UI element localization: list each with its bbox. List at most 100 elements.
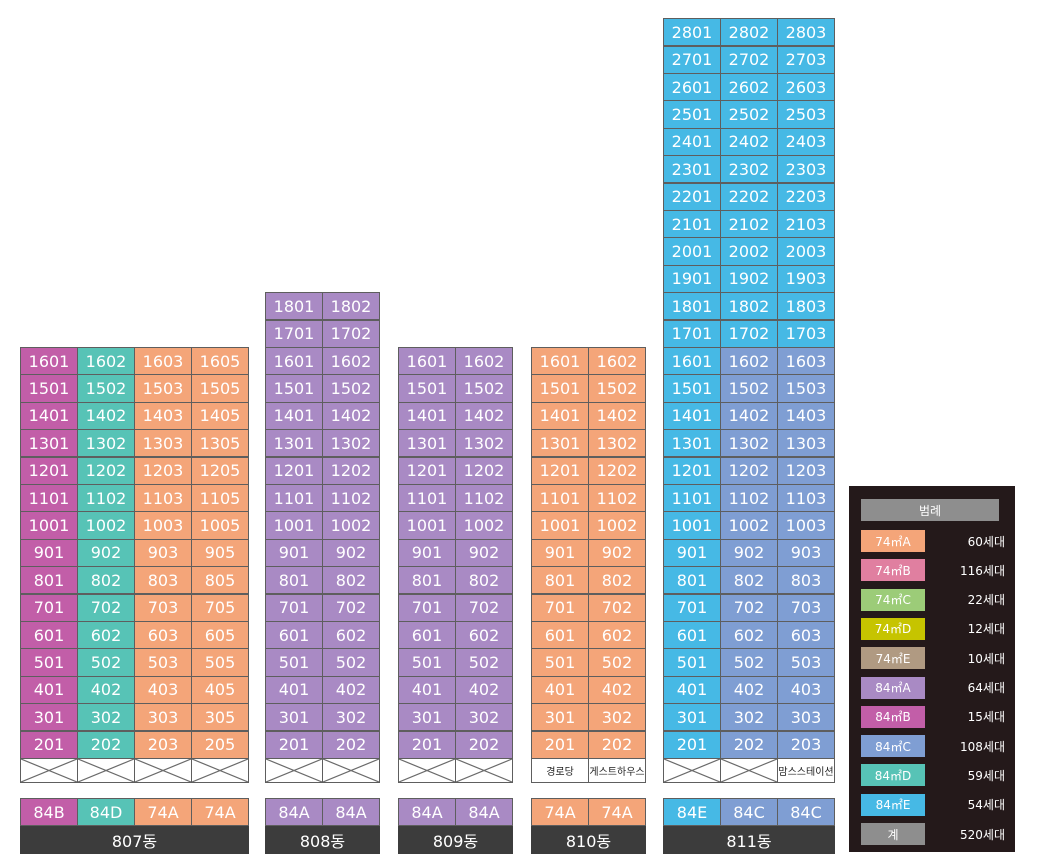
- unit-cell[interactable]: 705: [191, 593, 249, 622]
- unit-cell[interactable]: 602: [720, 620, 778, 650]
- unit-cell[interactable]: 1401: [531, 401, 589, 431]
- unit-cell[interactable]: 2603: [777, 72, 835, 102]
- unit-cell[interactable]: 1101: [663, 483, 721, 513]
- unit-cell[interactable]: 1001: [531, 511, 589, 540]
- unit-cell[interactable]: 1102: [720, 483, 778, 513]
- unit-cell[interactable]: 802: [720, 566, 778, 595]
- unit-cell[interactable]: 802: [77, 566, 135, 595]
- unit-cell[interactable]: 1903: [777, 264, 835, 294]
- unit-cell[interactable]: 302: [455, 703, 513, 732]
- unit-cell[interactable]: 1301: [265, 429, 323, 458]
- unit-cell[interactable]: 701: [531, 593, 589, 622]
- unit-cell[interactable]: 901: [20, 538, 78, 568]
- unit-cell[interactable]: 1502: [455, 374, 513, 403]
- unit-cell[interactable]: 703: [777, 593, 835, 622]
- unit-cell[interactable]: 1002: [588, 511, 646, 540]
- unit-cell[interactable]: 201: [398, 730, 456, 759]
- unit-cell[interactable]: 1201: [531, 456, 589, 485]
- unit-cell[interactable]: 1602: [720, 346, 778, 376]
- unit-cell[interactable]: 703: [134, 593, 192, 622]
- unit-cell[interactable]: 501: [265, 648, 323, 677]
- unit-cell[interactable]: 201: [20, 730, 78, 759]
- unit-cell[interactable]: 1002: [455, 511, 513, 540]
- unit-cell[interactable]: 2502: [720, 100, 778, 129]
- unit-cell[interactable]: 403: [777, 675, 835, 705]
- unit-cell[interactable]: 1103: [777, 483, 835, 513]
- unit-cell[interactable]: 502: [322, 648, 380, 677]
- unit-cell[interactable]: 1803: [777, 292, 835, 321]
- unit-cell[interactable]: 701: [20, 593, 78, 622]
- unit-cell[interactable]: 902: [322, 538, 380, 568]
- unit-cell[interactable]: 502: [455, 648, 513, 677]
- unit-cell[interactable]: 1502: [322, 374, 380, 403]
- unit-cell[interactable]: 1401: [398, 401, 456, 431]
- unit-cell[interactable]: 302: [322, 703, 380, 732]
- unit-cell[interactable]: 1001: [265, 511, 323, 540]
- unit-cell[interactable]: 203: [134, 730, 192, 759]
- unit-cell[interactable]: 902: [455, 538, 513, 568]
- unit-cell[interactable]: 1603: [777, 346, 835, 376]
- unit-cell[interactable]: 302: [720, 703, 778, 732]
- unit-cell[interactable]: 301: [20, 703, 78, 732]
- unit-cell[interactable]: 1102: [322, 483, 380, 513]
- unit-cell[interactable]: 2103: [777, 209, 835, 239]
- unit-cell[interactable]: 201: [531, 730, 589, 759]
- unit-cell[interactable]: 602: [322, 620, 380, 650]
- unit-cell[interactable]: 1103: [134, 483, 192, 513]
- unit-cell[interactable]: 301: [398, 703, 456, 732]
- unit-cell[interactable]: 1105: [191, 483, 249, 513]
- unit-cell[interactable]: 701: [398, 593, 456, 622]
- unit-cell[interactable]: 301: [265, 703, 323, 732]
- unit-cell[interactable]: 805: [191, 566, 249, 595]
- unit-cell[interactable]: 402: [322, 675, 380, 705]
- unit-cell[interactable]: 801: [531, 566, 589, 595]
- unit-cell[interactable]: 1902: [720, 264, 778, 294]
- unit-cell[interactable]: 2101: [663, 209, 721, 239]
- unit-cell[interactable]: 1801: [265, 292, 323, 321]
- unit-cell[interactable]: 205: [191, 730, 249, 759]
- unit-cell[interactable]: 1702: [322, 319, 380, 348]
- unit-cell[interactable]: 1703: [777, 319, 835, 348]
- unit-cell[interactable]: 202: [322, 730, 380, 759]
- unit-cell[interactable]: 1401: [20, 401, 78, 431]
- unit-cell[interactable]: 702: [588, 593, 646, 622]
- unit-cell[interactable]: 2203: [777, 182, 835, 211]
- unit-cell[interactable]: 605: [191, 620, 249, 650]
- unit-cell[interactable]: 401: [663, 675, 721, 705]
- unit-cell[interactable]: 303: [777, 703, 835, 732]
- unit-cell[interactable]: 601: [20, 620, 78, 650]
- unit-cell[interactable]: 1602: [322, 346, 380, 376]
- unit-cell[interactable]: 1603: [134, 346, 192, 376]
- unit-cell[interactable]: 2302: [720, 155, 778, 184]
- unit-cell[interactable]: 801: [20, 566, 78, 595]
- unit-cell[interactable]: 303: [134, 703, 192, 732]
- unit-cell[interactable]: 1202: [720, 456, 778, 485]
- unit-cell[interactable]: 803: [777, 566, 835, 595]
- unit-cell[interactable]: 2601: [663, 72, 721, 102]
- unit-cell[interactable]: 1202: [588, 456, 646, 485]
- unit-cell[interactable]: 401: [398, 675, 456, 705]
- unit-cell[interactable]: 405: [191, 675, 249, 705]
- unit-cell[interactable]: 1701: [663, 319, 721, 348]
- unit-cell[interactable]: 1402: [455, 401, 513, 431]
- unit-cell[interactable]: 1302: [77, 429, 135, 458]
- unit-cell[interactable]: 1602: [455, 346, 513, 376]
- unit-cell[interactable]: 305: [191, 703, 249, 732]
- unit-cell[interactable]: 1901: [663, 264, 721, 294]
- unit-cell[interactable]: 1002: [77, 511, 135, 540]
- unit-cell[interactable]: 502: [77, 648, 135, 677]
- unit-cell[interactable]: 2401: [663, 127, 721, 157]
- unit-cell[interactable]: 801: [265, 566, 323, 595]
- unit-cell[interactable]: 1001: [398, 511, 456, 540]
- unit-cell[interactable]: 501: [531, 648, 589, 677]
- unit-cell[interactable]: 702: [322, 593, 380, 622]
- unit-cell[interactable]: 1303: [777, 429, 835, 458]
- unit-cell[interactable]: 901: [398, 538, 456, 568]
- unit-cell[interactable]: 403: [134, 675, 192, 705]
- unit-cell[interactable]: 1501: [20, 374, 78, 403]
- unit-cell[interactable]: 603: [777, 620, 835, 650]
- unit-cell[interactable]: 603: [134, 620, 192, 650]
- unit-cell[interactable]: 1602: [588, 346, 646, 376]
- unit-cell[interactable]: 502: [588, 648, 646, 677]
- unit-cell[interactable]: 201: [663, 730, 721, 759]
